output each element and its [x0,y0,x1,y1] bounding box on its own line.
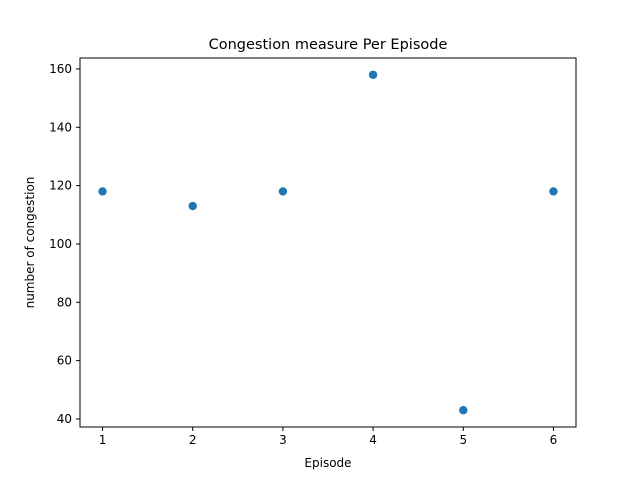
data-point [459,406,468,415]
x-tick-label: 2 [189,433,197,447]
data-point [188,201,197,211]
y-tick-label: 60 [57,354,72,368]
x-tick-label: 1 [99,433,107,447]
y-tick-label: 80 [57,295,72,309]
data-point [278,187,288,196]
chart-title: Congestion measure Per Episode [209,37,448,53]
y-tick-label: 100 [49,237,72,251]
y-axis-ticks: 40 60 80 100 120 140 160 [49,62,80,426]
y-axis-label: number of congestion [23,177,37,309]
data-points [98,70,558,415]
data-point [98,187,107,196]
x-tick-label: 5 [459,433,467,447]
plot-area-frame [79,57,577,428]
x-axis-ticks: 1 2 3 4 5 6 [99,427,558,447]
data-point [549,187,558,196]
y-tick-label: 160 [49,62,72,76]
x-tick-label: 6 [550,433,558,447]
x-tick-label: 3 [279,433,287,447]
y-tick-label: 140 [49,120,72,134]
y-tick-label: 120 [49,179,72,193]
y-tick-label: 40 [57,412,72,426]
x-tick-label: 4 [369,433,377,447]
data-point [368,70,378,79]
x-axis-label: Episode [304,456,351,470]
